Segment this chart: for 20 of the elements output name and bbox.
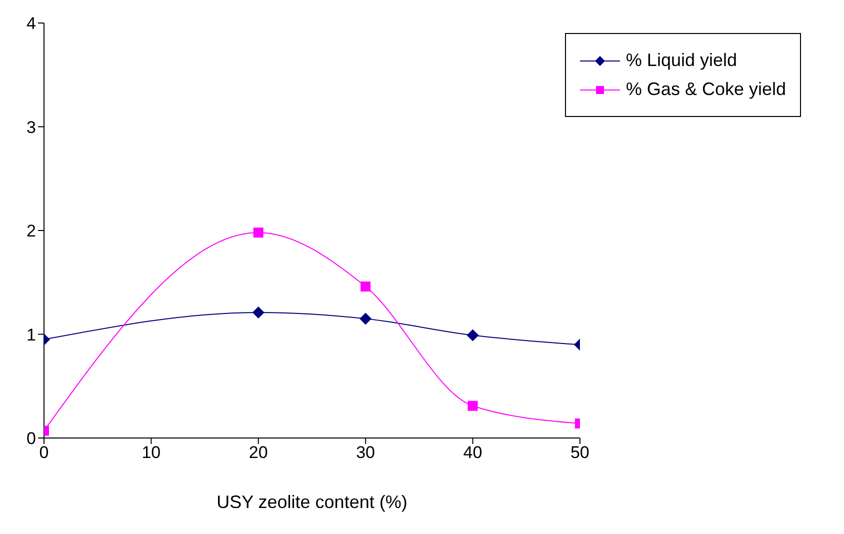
y-tick-label: 2 — [26, 222, 36, 241]
x-axis-title: USY zeolite content (%) — [216, 492, 408, 512]
legend-label: % Liquid yield — [626, 50, 737, 71]
y-tick-label: 3 — [26, 118, 36, 137]
point — [360, 312, 372, 325]
point — [468, 400, 478, 411]
y-tick-label: 0 — [26, 429, 36, 448]
x-tick-label: 40 — [463, 443, 482, 462]
point — [253, 228, 264, 238]
x-tick-label: 10 — [142, 443, 161, 462]
x-tick-label: 20 — [248, 443, 268, 462]
x-tick-label: 30 — [356, 443, 376, 462]
legend-label: % Gas & Coke yield — [626, 79, 786, 100]
x-tick-label: 50 — [570, 443, 590, 462]
point — [466, 329, 479, 342]
point — [360, 282, 371, 292]
y-tick-label: 4 — [26, 14, 36, 34]
point — [252, 306, 264, 318]
y-tick-label: 1 — [26, 325, 36, 344]
x-tick-label: 0 — [39, 443, 49, 462]
